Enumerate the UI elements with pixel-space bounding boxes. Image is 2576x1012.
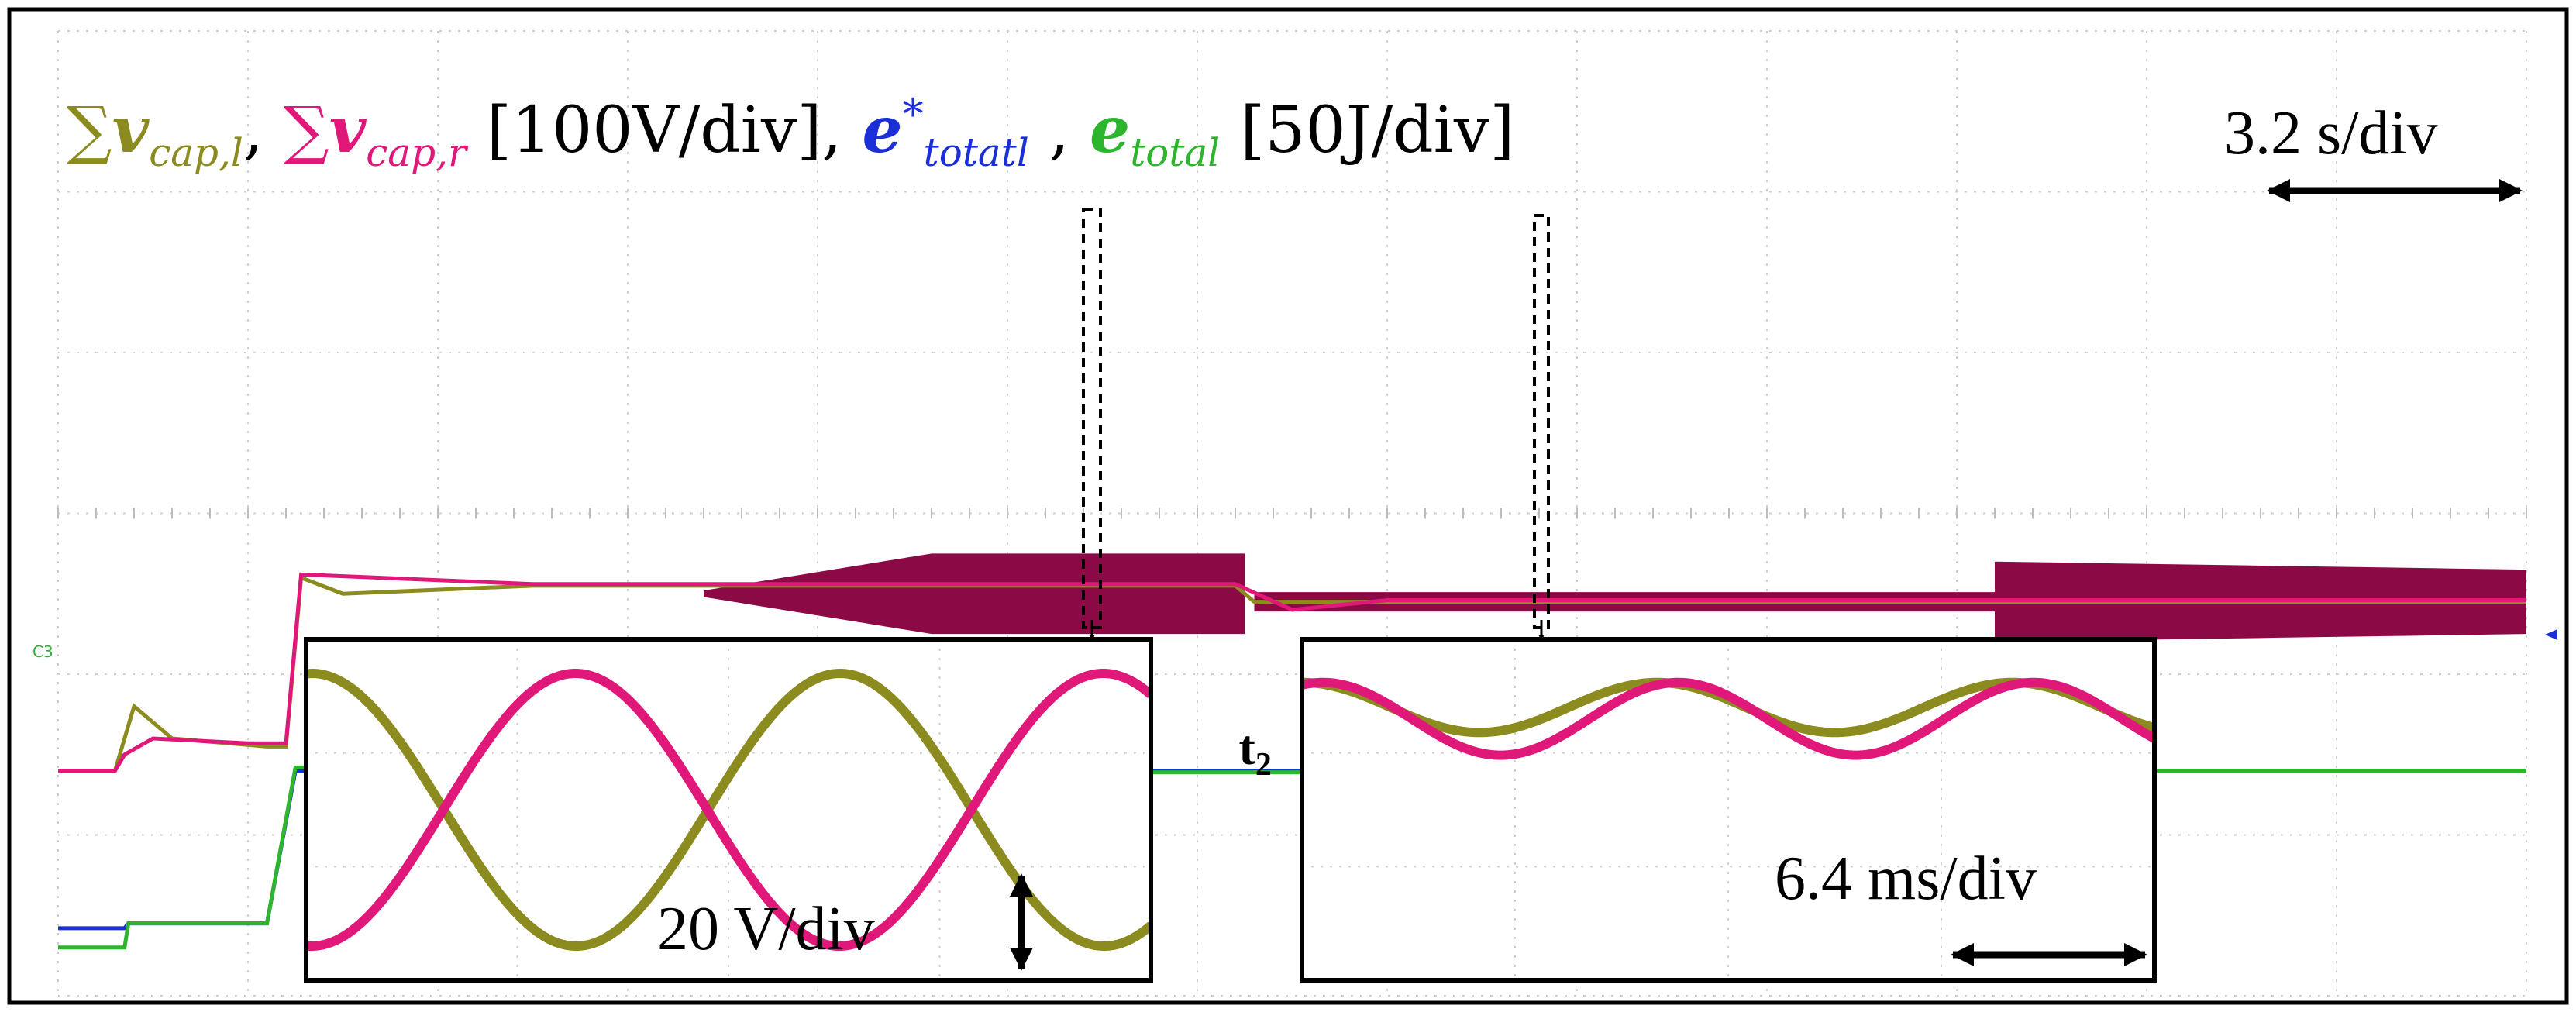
title-sub-cap-l: cap,l <box>149 130 243 175</box>
oscillation-band-segment <box>704 553 932 635</box>
title-var-vcap-l: v <box>112 93 150 167</box>
title-var-e-ref: e <box>862 93 902 167</box>
title-scale-voltage: [100V/div], <box>467 94 863 167</box>
zoom-inset-2: 6.4 ms/div <box>1300 637 2157 983</box>
chart-title: ∑vcap,l, ∑vcap,r [100V/div], e*totatl , … <box>67 90 1514 175</box>
zoom1-scale-label: 20 V/div <box>657 895 875 963</box>
zoom2-scale-label: 6.4 ms/div <box>1775 845 2037 913</box>
title-comma-2: , <box>1029 94 1090 167</box>
zoom-pointer-1 <box>1082 208 1102 641</box>
time-marker-t2: t2 <box>1239 720 1272 783</box>
title-sum-symbol-r: ∑ <box>284 94 329 167</box>
title-comma-1: , <box>243 94 284 167</box>
zoom-trace-∑v_cap,r <box>306 669 1151 951</box>
zoom-trace-∑v_cap,l <box>306 669 1151 951</box>
title-sub-cap-r: cap,r <box>366 130 469 175</box>
title-sub-total: total <box>1130 130 1220 175</box>
title-scale-energy: [50J/div] <box>1220 94 1514 167</box>
title-var-vcap-r: v <box>329 93 367 167</box>
title-sup-star: * <box>903 90 924 139</box>
right-level-marker-icon <box>2545 629 2557 640</box>
title-var-e-total: e <box>1090 93 1130 167</box>
oscillation-band-segment <box>932 553 1245 635</box>
zoom-inset-1: 20 V/div <box>304 637 1153 983</box>
trace-∑v_cap,r <box>58 572 2526 773</box>
time-scale-label: 3.2 s/div <box>2224 99 2438 167</box>
title-sub-totatl: totatl <box>924 130 1029 175</box>
channel-marker: C3 <box>33 642 53 661</box>
zoom-trace-∑v_cap,r <box>1302 677 2154 760</box>
zoom-pointer-2 <box>1533 214 1550 641</box>
title-sum-symbol-l: ∑ <box>67 94 112 167</box>
